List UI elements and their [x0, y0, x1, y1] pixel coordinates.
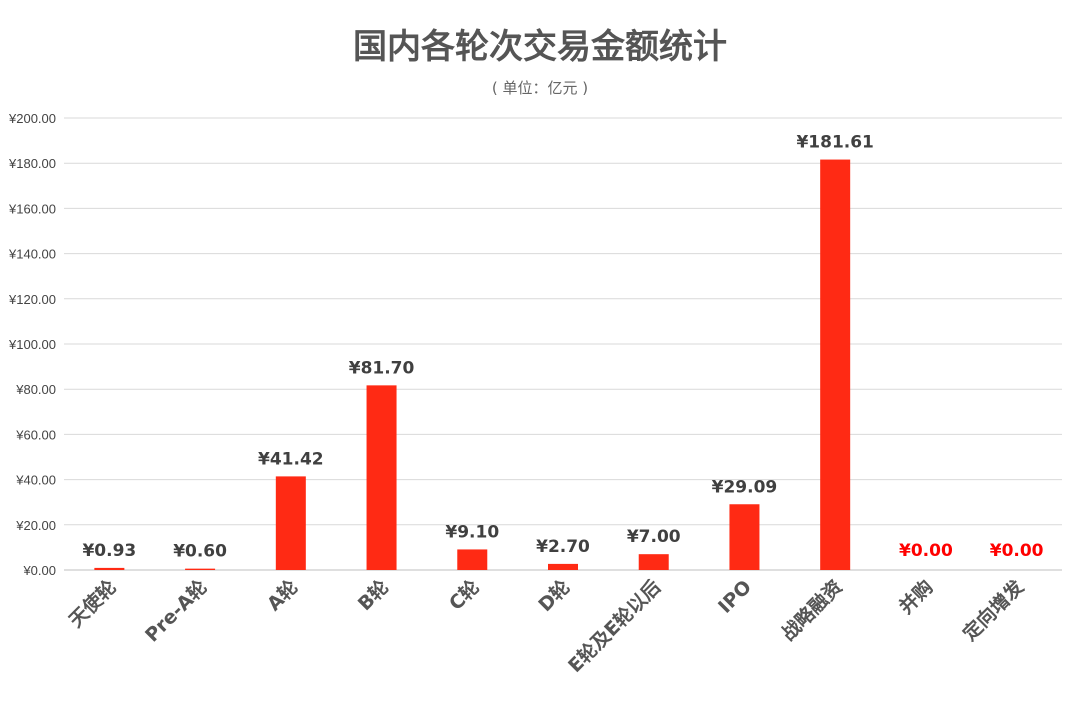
y-tick-label: ¥0.00: [22, 563, 56, 578]
data-label: ¥29.09: [712, 477, 778, 497]
bar: [548, 563, 578, 570]
y-tick-label: ¥180.00: [8, 156, 56, 171]
bar: [638, 554, 669, 570]
chart-subtitle: ( 单位：亿元 ): [492, 79, 588, 97]
x-tick-label: A轮: [262, 575, 302, 615]
bar: [820, 159, 851, 570]
bar: [275, 476, 306, 570]
y-tick-label: ¥120.00: [8, 292, 56, 307]
gridlines: [64, 117, 1062, 571]
data-label: ¥41.42: [258, 449, 324, 469]
y-tick-label: ¥160.00: [8, 201, 56, 216]
y-tick-label: ¥40.00: [15, 473, 56, 488]
x-tick-label: B轮: [353, 575, 393, 615]
y-tick-label: ¥200.00: [8, 111, 56, 126]
data-label: ¥81.70: [349, 358, 415, 378]
data-label: ¥181.61: [796, 133, 873, 153]
y-tick-label: ¥80.00: [15, 382, 56, 397]
chart-title: 国内各轮次交易金额统计: [353, 27, 727, 67]
x-tick-label: E轮及E轮以后: [563, 575, 665, 677]
y-tick-label: ¥100.00: [8, 337, 56, 352]
data-label: ¥2.70: [536, 537, 590, 557]
bar: [729, 504, 760, 570]
x-tick-label: 战略融资: [777, 575, 847, 645]
data-label: ¥0.00: [899, 541, 953, 561]
x-tick-label: D轮: [534, 575, 575, 616]
x-tick-label: 定向增发: [958, 575, 1029, 646]
y-axis-ticks: ¥0.00 ¥20.00 ¥40.00 ¥60.00 ¥80.00 ¥100.00 ¥120…: [8, 111, 56, 578]
bar: [94, 567, 125, 570]
x-tick-label: Pre-A轮: [140, 575, 211, 646]
x-tick-label: IPO: [714, 576, 756, 618]
data-label: ¥7.00: [627, 527, 681, 547]
x-tick-label: C轮: [444, 575, 484, 615]
data-label: ¥0.60: [173, 542, 227, 562]
bar: [457, 549, 488, 570]
data-label: ¥0.93: [82, 541, 136, 561]
data-label: ¥9.10: [445, 522, 499, 542]
data-labels: ¥0.93 ¥0.60 ¥41.42 ¥81.70 ¥9.10 ¥2.70 ¥7.00 ¥29…: [82, 133, 1043, 562]
data-label: ¥0.00: [990, 541, 1044, 561]
bar: [366, 385, 397, 570]
x-tick-label: 并购: [894, 575, 937, 618]
y-tick-label: ¥60.00: [15, 427, 56, 442]
x-tick-label: 天使轮: [64, 575, 121, 632]
bars: [94, 159, 851, 570]
bar: [185, 568, 216, 570]
y-tick-label: ¥140.00: [8, 247, 56, 262]
y-tick-label: ¥20.00: [15, 518, 56, 533]
